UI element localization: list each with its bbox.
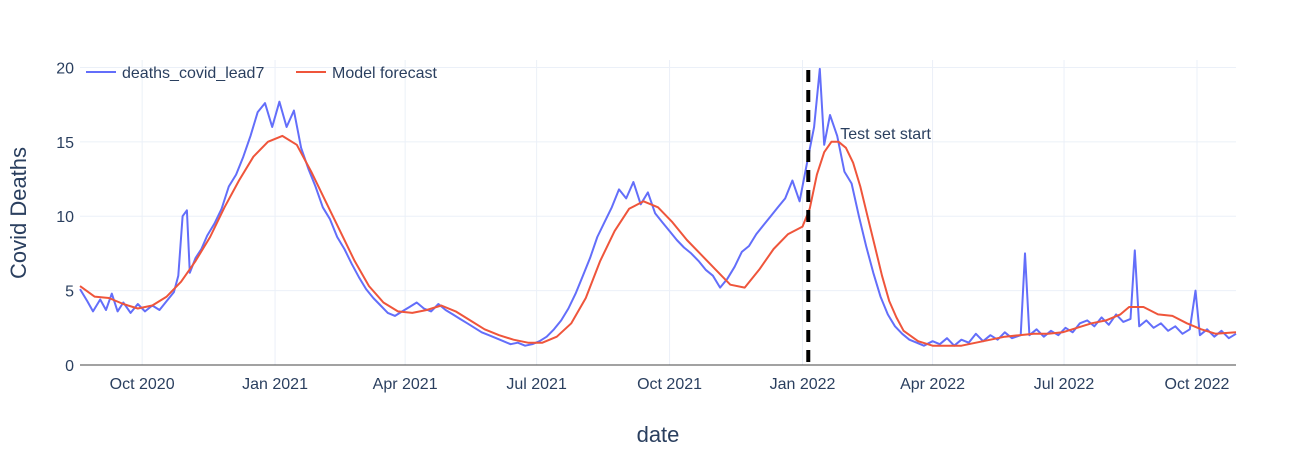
x-tick-label: Jul 2021 — [506, 376, 567, 393]
annotations: Test set start — [806, 70, 932, 365]
x-tick-label: Jul 2022 — [1034, 376, 1095, 393]
y-tick-label: 20 — [56, 60, 74, 77]
y-tick-label: 10 — [56, 209, 74, 226]
x-tick-label: Oct 2021 — [637, 376, 702, 393]
y-axis-ticks: 0 5 10 15 20 — [56, 60, 74, 375]
legend-item-deaths[interactable]: deaths_covid_lead7 — [86, 65, 264, 82]
y-tick-label: 0 — [65, 358, 74, 375]
series-line-forecast[interactable] — [79, 134, 1237, 347]
x-axis-ticks: Oct 2020 Jan 2021 Apr 2021 Jul 2021 Oct 2021… — [110, 376, 1230, 393]
x-axis-title: date — [637, 422, 680, 447]
legend[interactable]: deaths_covid_lead7 Model forecast — [86, 65, 437, 82]
test-set-start-label: Test set start — [840, 126, 931, 143]
x-tick-label: Apr 2021 — [373, 376, 438, 393]
x-tick-label: Jan 2022 — [770, 376, 836, 393]
x-tick-label: Oct 2020 — [110, 376, 175, 393]
x-tick-label: Apr 2022 — [900, 376, 965, 393]
legend-label-forecast: Model forecast — [332, 65, 437, 82]
x-tick-label: Jan 2021 — [242, 376, 308, 393]
legend-item-forecast[interactable]: Model forecast — [296, 65, 437, 82]
legend-label-deaths: deaths_covid_lead7 — [122, 65, 264, 82]
y-tick-label: 5 — [65, 284, 74, 301]
series-lines — [79, 67, 1237, 347]
grid — [80, 60, 1236, 365]
y-tick-label: 15 — [56, 135, 74, 152]
x-tick-label: Oct 2022 — [1165, 376, 1230, 393]
y-axis-title: Covid Deaths — [6, 147, 31, 279]
